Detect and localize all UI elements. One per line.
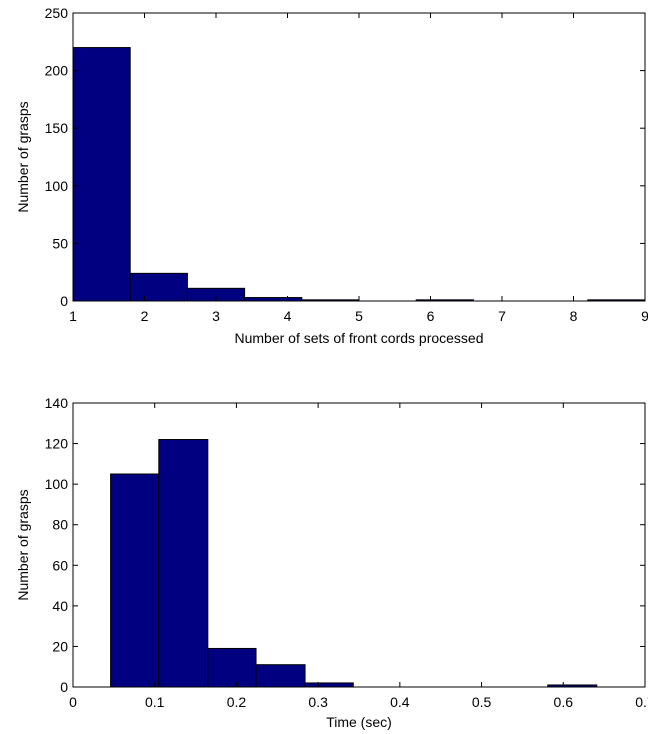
histogram-bar xyxy=(255,664,306,688)
x-tick-label: 0.1 xyxy=(145,694,165,710)
histogram-bar xyxy=(244,297,303,302)
y-tick-label: 120 xyxy=(45,436,69,452)
y-tick-label: 200 xyxy=(45,63,69,79)
y-tick-label: 80 xyxy=(52,517,68,533)
y-tick-label: 250 xyxy=(45,5,69,21)
y-tick-label: 60 xyxy=(52,557,68,573)
y-tick-label: 40 xyxy=(52,598,68,614)
x-tick-label: 0.4 xyxy=(390,694,410,710)
x-tick-label: 7 xyxy=(498,308,506,324)
axes-frame xyxy=(72,402,646,688)
y-tick-label: 20 xyxy=(52,638,68,654)
x-axis-label: Number of sets of front cords processed xyxy=(235,330,484,346)
x-tick-label: 0.5 xyxy=(472,694,492,710)
histogram-time: 0 0.1 0.2 0.3 0.4 0.5 0.6 0.7 0 20 40 60 80 100 120 140… xyxy=(15,395,648,730)
y-tick-label: 140 xyxy=(45,395,69,411)
axes-frame xyxy=(72,12,646,302)
x-tick-label: 8 xyxy=(570,308,578,324)
x-tick-label: 0.2 xyxy=(227,694,247,710)
x-tick-label: 3 xyxy=(212,308,220,324)
x-tick-label: 2 xyxy=(141,308,149,324)
x-tick-label: 0.7 xyxy=(635,694,648,710)
x-tick-label: 0.6 xyxy=(554,694,574,710)
x-tick-label: 1 xyxy=(69,308,77,324)
histogram-bar xyxy=(304,682,354,688)
histogram-bar xyxy=(158,439,209,688)
x-tick-label: 4 xyxy=(284,308,292,324)
histogram-grasp-sets: 1 2 3 4 5 6 7 8 9 0 50 100 150 200 250 Number of sets o… xyxy=(15,5,648,346)
x-axis-label: Time (sec) xyxy=(326,714,392,730)
x-tick-label: 0.3 xyxy=(308,694,328,710)
y-tick-label: 0 xyxy=(60,293,68,309)
x-tick-label: 5 xyxy=(355,308,363,324)
x-tick-label: 0 xyxy=(69,694,77,710)
x-tick-label: 6 xyxy=(427,308,435,324)
y-tick-label: 50 xyxy=(52,235,68,251)
y-tick-label: 100 xyxy=(45,178,69,194)
y-tick-label: 0 xyxy=(60,679,68,695)
y-axis-label: Number of grasps xyxy=(15,489,31,600)
histogram-bar xyxy=(207,647,257,688)
y-tick-label: 100 xyxy=(45,476,69,492)
histogram-bar xyxy=(129,272,188,302)
y-axis-label: Number of grasps xyxy=(15,101,31,212)
histogram-bar xyxy=(72,47,131,302)
x-tick-label: 9 xyxy=(641,308,648,324)
y-tick-label: 150 xyxy=(45,120,69,136)
histogram-bar xyxy=(110,473,160,688)
